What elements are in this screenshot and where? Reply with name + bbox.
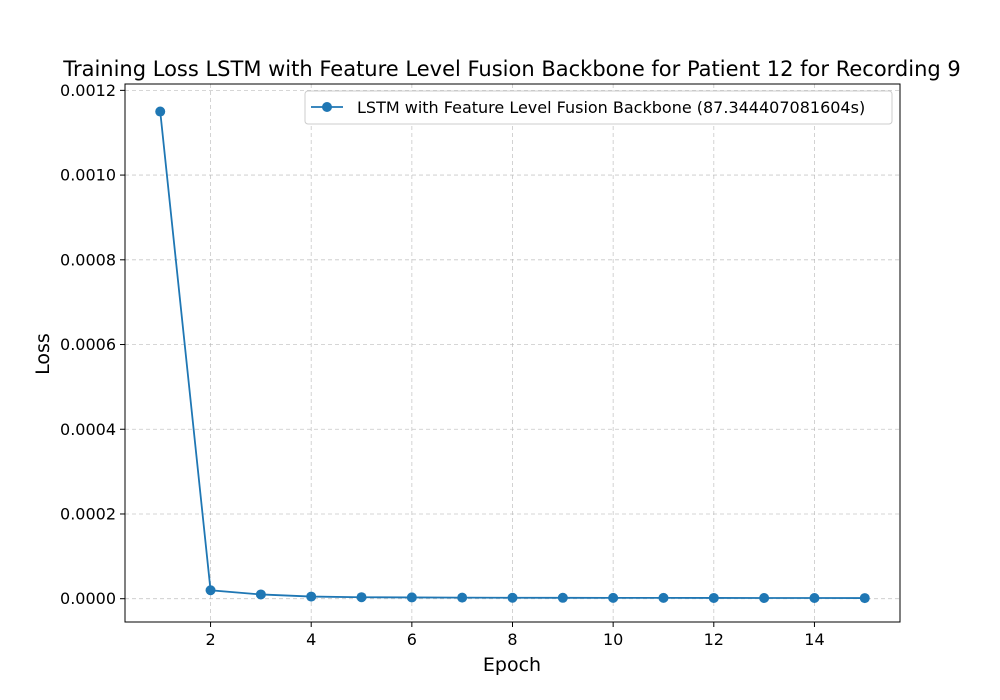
data-point <box>658 592 669 603</box>
y-tick-label: 0.0010 <box>60 166 116 185</box>
legend-label: LSTM with Feature Level Fusion Backbone … <box>357 98 865 117</box>
data-point <box>859 593 870 604</box>
x-tick-label: 12 <box>704 630 724 649</box>
data-point <box>205 585 216 596</box>
x-tick-label: 14 <box>804 630 824 649</box>
y-axis-label: Loss <box>32 333 54 375</box>
legend-box <box>304 90 893 125</box>
data-point <box>406 592 417 603</box>
data-point <box>255 589 266 600</box>
y-tick-label: 0.0012 <box>60 81 116 100</box>
x-tick-label: 6 <box>407 630 417 649</box>
data-point <box>457 592 468 603</box>
y-tick-label: 0.0000 <box>60 589 116 608</box>
x-tick-label: 2 <box>205 630 215 649</box>
y-tick-label: 0.0006 <box>60 335 116 354</box>
data-point <box>759 592 770 603</box>
data-point <box>809 593 820 604</box>
data-point <box>557 592 568 603</box>
chart-title: Training Loss LSTM with Feature Level Fu… <box>62 57 961 81</box>
y-tick-label: 0.0002 <box>60 504 116 523</box>
x-axis-label: Epoch <box>483 654 541 676</box>
x-tick-label: 4 <box>306 630 316 649</box>
y-tick-label: 0.0008 <box>60 250 116 269</box>
y-axis: 0.0000 0.0002 0.0004 0.0006 0.0008 0.0010 0.00… <box>60 81 125 608</box>
legend: LSTM with Feature Level Fusion Backbone … <box>304 90 893 125</box>
data-point <box>356 592 367 603</box>
data-point <box>507 592 518 603</box>
data-point <box>708 592 719 603</box>
data-point <box>608 592 619 603</box>
y-tick-label: 0.0004 <box>60 420 116 439</box>
data-point <box>306 591 317 602</box>
legend-marker <box>322 102 332 112</box>
x-axis: 2 4 6 8 10 12 14 <box>205 622 825 649</box>
x-tick-label: 8 <box>507 630 517 649</box>
data-point <box>155 106 166 117</box>
series-layer <box>155 106 870 604</box>
x-tick-label: 10 <box>603 630 623 649</box>
